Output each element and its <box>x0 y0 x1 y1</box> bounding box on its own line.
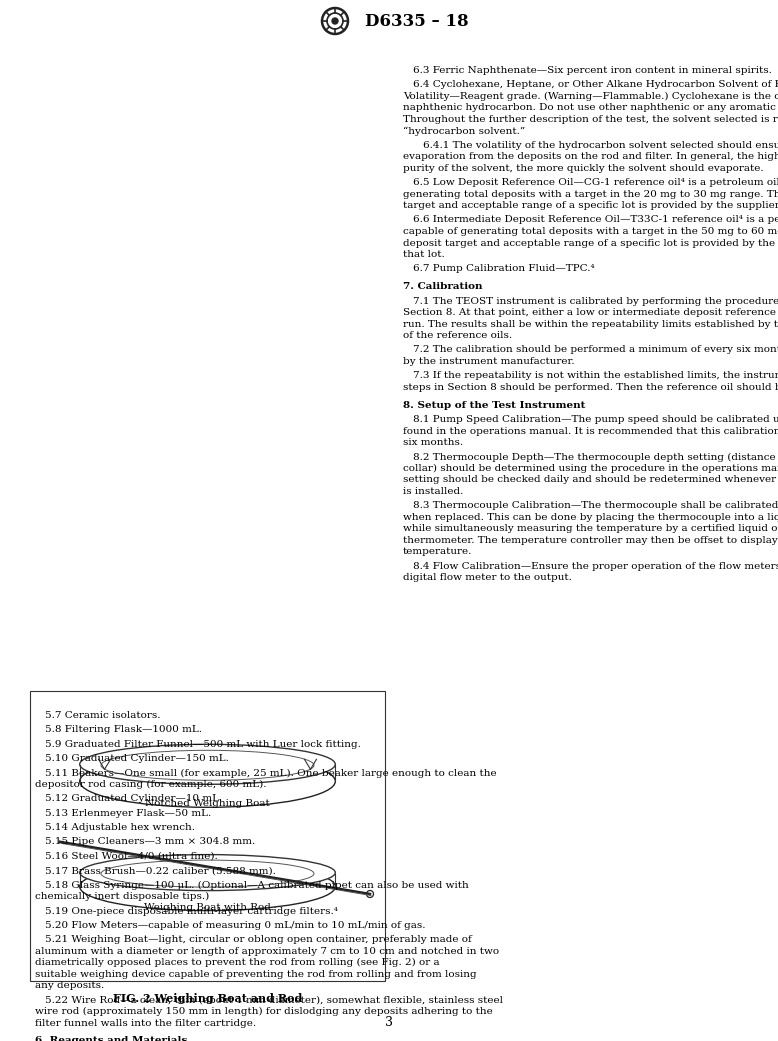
Text: 7.3 If the repeatability is not within the established limits, the instrument se: 7.3 If the repeatability is not within t… <box>413 372 778 380</box>
Ellipse shape <box>101 751 314 781</box>
Text: Volatility—Reagent grade. (Warning—Flammable.) Cyclohexane is the only allowed: Volatility—Reagent grade. (Warning—Flamm… <box>403 92 778 101</box>
Text: 6.7 Pump Calibration Fluid—TPC.⁴: 6.7 Pump Calibration Fluid—TPC.⁴ <box>413 264 594 274</box>
Text: when replaced. This can be done by placing the thermocouple into a liquid or san: when replaced. This can be done by placi… <box>403 513 778 522</box>
Text: Notched Weighing Boat: Notched Weighing Boat <box>145 799 270 808</box>
Text: found in the operations manual. It is recommended that this calibration be done : found in the operations manual. It is re… <box>403 427 778 435</box>
Ellipse shape <box>101 860 314 887</box>
Text: 5.12 Graduated Cylinder—10 mL.: 5.12 Graduated Cylinder—10 mL. <box>45 794 223 804</box>
Ellipse shape <box>79 756 335 808</box>
Text: suitable weighing device capable of preventing the rod from rolling and from los: suitable weighing device capable of prev… <box>35 970 477 979</box>
Bar <box>30 691 385 981</box>
Text: 7.2 The calibration should be performed a minimum of every six months, as recomm: 7.2 The calibration should be performed … <box>413 346 778 354</box>
Ellipse shape <box>79 855 335 891</box>
Text: run. The results shall be within the repeatability limits established by the sup: run. The results shall be within the rep… <box>403 320 778 329</box>
Text: collar) should be determined using the procedure in the operations manual. The d: collar) should be determined using the p… <box>403 464 778 473</box>
Text: that lot.: that lot. <box>403 250 445 259</box>
Text: by the instrument manufacturer.: by the instrument manufacturer. <box>403 357 575 366</box>
Text: 5.14 Adjustable hex wrench.: 5.14 Adjustable hex wrench. <box>45 823 195 832</box>
Circle shape <box>332 18 338 24</box>
Text: aluminum with a diameter or length of approximately 7 cm to 10 cm and notched in: aluminum with a diameter or length of ap… <box>35 946 499 956</box>
Text: 8.1 Pump Speed Calibration—The pump speed should be calibrated using the instruc: 8.1 Pump Speed Calibration—The pump spee… <box>413 415 778 424</box>
Text: 5.19 One-piece disposable multi-layer cartridge filters.⁴: 5.19 One-piece disposable multi-layer ca… <box>45 907 338 915</box>
Text: 5.18 Glass Syringe—100 μL. (Optional—A calibrated pipet can also be used with: 5.18 Glass Syringe—100 μL. (Optional—A c… <box>45 881 469 890</box>
Text: Weighing Boat with Rod: Weighing Boat with Rod <box>144 903 271 912</box>
Text: 6.4 Cyclohexane, Heptane, or Other Alkane Hydrocarbon Solvent of Equivalent: 6.4 Cyclohexane, Heptane, or Other Alkan… <box>413 80 778 90</box>
Text: 5.7 Ceramic isolators.: 5.7 Ceramic isolators. <box>45 711 160 720</box>
Text: Throughout the further description of the test, the solvent selected is referred: Throughout the further description of th… <box>403 115 778 124</box>
Text: 5.21 Weighing Boat—light, circular or oblong open container, preferably made of: 5.21 Weighing Boat—light, circular or ob… <box>45 935 471 944</box>
Text: capable of generating total deposits with a target in the 50 mg to 60 mg range. : capable of generating total deposits wit… <box>403 227 778 236</box>
Text: “hydrocarbon solvent.”: “hydrocarbon solvent.” <box>403 126 525 135</box>
Text: any deposits.: any deposits. <box>35 982 104 990</box>
Text: evaporation from the deposits on the rod and filter. In general, the higher the: evaporation from the deposits on the rod… <box>403 152 778 161</box>
Text: D6335 – 18: D6335 – 18 <box>365 12 468 29</box>
Circle shape <box>366 890 373 897</box>
Text: steps in Section 8 should be performed. Then the reference oil should be rerun.: steps in Section 8 should be performed. … <box>403 383 778 391</box>
Text: 5.10 Graduated Cylinder—150 mL.: 5.10 Graduated Cylinder—150 mL. <box>45 754 229 763</box>
Text: filter funnel walls into the filter cartridge.: filter funnel walls into the filter cart… <box>35 1019 256 1027</box>
Text: 8.3 Thermocouple Calibration—The thermocouple shall be calibrated every six mont: 8.3 Thermocouple Calibration—The thermoc… <box>413 502 778 510</box>
Text: deposit target and acceptable range of a specific lot is provided by the supplie: deposit target and acceptable range of a… <box>403 238 778 248</box>
Text: 5.22 Wire Rod—a clean, thin (about 1 mm diameter), somewhat flexible, stainless : 5.22 Wire Rod—a clean, thin (about 1 mm … <box>45 995 503 1005</box>
Text: 6.6 Intermediate Deposit Reference Oil—T33C-1 reference oil⁴ is a petroleum oil: 6.6 Intermediate Deposit Reference Oil—T… <box>413 215 778 225</box>
Text: 7. Calibration: 7. Calibration <box>403 282 482 291</box>
Text: six months.: six months. <box>403 438 463 447</box>
Text: chemically inert disposable tips.): chemically inert disposable tips.) <box>35 892 209 902</box>
Text: 8.2 Thermocouple Depth—The thermocouple depth setting (distance from tip to lock: 8.2 Thermocouple Depth—The thermocouple … <box>413 453 778 461</box>
Text: 5.13 Erlenmeyer Flask—50 mL.: 5.13 Erlenmeyer Flask—50 mL. <box>45 809 212 818</box>
Text: Section 8. At that point, either a low or intermediate deposit reference oil sha: Section 8. At that point, either a low o… <box>403 308 778 318</box>
Text: 6. Reagents and Materials: 6. Reagents and Materials <box>35 1037 187 1041</box>
Text: target and acceptable range of a specific lot is provided by the supplier of tha: target and acceptable range of a specifi… <box>403 201 778 210</box>
Text: naphthenic hydrocarbon. Do not use other naphthenic or any aromatic hydrocarbons: naphthenic hydrocarbon. Do not use other… <box>403 103 778 112</box>
Text: while simultaneously measuring the temperature by a certified liquid or digital: while simultaneously measuring the tempe… <box>403 525 778 533</box>
Text: 5.15 Pipe Cleaners—3 mm × 304.8 mm.: 5.15 Pipe Cleaners—3 mm × 304.8 mm. <box>45 838 255 846</box>
Text: 5.11 Beakers—One small (for example, 25 mL). One beaker large enough to clean th: 5.11 Beakers—One small (for example, 25 … <box>45 768 496 778</box>
Text: generating total deposits with a target in the 20 mg to 30 mg range. The deposit: generating total deposits with a target … <box>403 189 778 199</box>
Text: 6.5 Low Deposit Reference Oil—CG-1 reference oil⁴ is a petroleum oil capable of: 6.5 Low Deposit Reference Oil—CG-1 refer… <box>413 178 778 187</box>
Ellipse shape <box>79 744 335 784</box>
Text: 5.16 Steel Wool—4/0 (ultra fine).: 5.16 Steel Wool—4/0 (ultra fine). <box>45 852 218 861</box>
Text: diametrically opposed places to prevent the rod from rolling (see Fig. 2) or a: diametrically opposed places to prevent … <box>35 959 440 967</box>
Text: 6.3 Ferric Naphthenate—Six percent iron content in mineral spirits.: 6.3 Ferric Naphthenate—Six percent iron … <box>413 66 772 75</box>
Text: thermometer. The temperature controller may then be offset to display the correc: thermometer. The temperature controller … <box>403 536 778 544</box>
Text: 5.17 Brass Brush—0.22 caliber (5.588 mm).: 5.17 Brass Brush—0.22 caliber (5.588 mm)… <box>45 866 276 875</box>
Text: 8. Setup of the Test Instrument: 8. Setup of the Test Instrument <box>403 401 585 410</box>
Text: digital flow meter to the output.: digital flow meter to the output. <box>403 574 572 582</box>
Text: temperature.: temperature. <box>403 548 472 556</box>
Text: purity of the solvent, the more quickly the solvent should evaporate.: purity of the solvent, the more quickly … <box>403 163 764 173</box>
Text: setting should be checked daily and should be redetermined whenever a new thermo: setting should be checked daily and shou… <box>403 476 778 484</box>
Text: is installed.: is installed. <box>403 487 464 496</box>
Text: 5.20 Flow Meters—capable of measuring 0 mL/min to 10 mL/min of gas.: 5.20 Flow Meters—capable of measuring 0 … <box>45 921 426 930</box>
Ellipse shape <box>79 863 335 911</box>
Text: 5.9 Graduated Filter Funnel—500 mL with Luer lock fitting.: 5.9 Graduated Filter Funnel—500 mL with … <box>45 740 361 748</box>
Text: wire rod (approximately 150 mm in length) for dislodging any deposits adhering t: wire rod (approximately 150 mm in length… <box>35 1007 492 1016</box>
Text: FIG. 2 Weighing Boat and Rod: FIG. 2 Weighing Boat and Rod <box>113 993 302 1004</box>
Text: 6.4.1 The volatility of the hydrocarbon solvent selected should ensure timely: 6.4.1 The volatility of the hydrocarbon … <box>423 141 778 150</box>
Text: 5.8 Filtering Flask—1000 mL.: 5.8 Filtering Flask—1000 mL. <box>45 726 202 734</box>
Text: of the reference oils.: of the reference oils. <box>403 331 512 340</box>
Text: 8.4 Flow Calibration—Ensure the proper operation of the flow meters by connectin: 8.4 Flow Calibration—Ensure the proper o… <box>413 562 778 570</box>
Text: 7.1 The TEOST instrument is calibrated by performing the procedure described in: 7.1 The TEOST instrument is calibrated b… <box>413 297 778 306</box>
Text: 3: 3 <box>385 1016 393 1030</box>
Text: depositor rod casing (for example, 600 mL).: depositor rod casing (for example, 600 m… <box>35 780 267 789</box>
